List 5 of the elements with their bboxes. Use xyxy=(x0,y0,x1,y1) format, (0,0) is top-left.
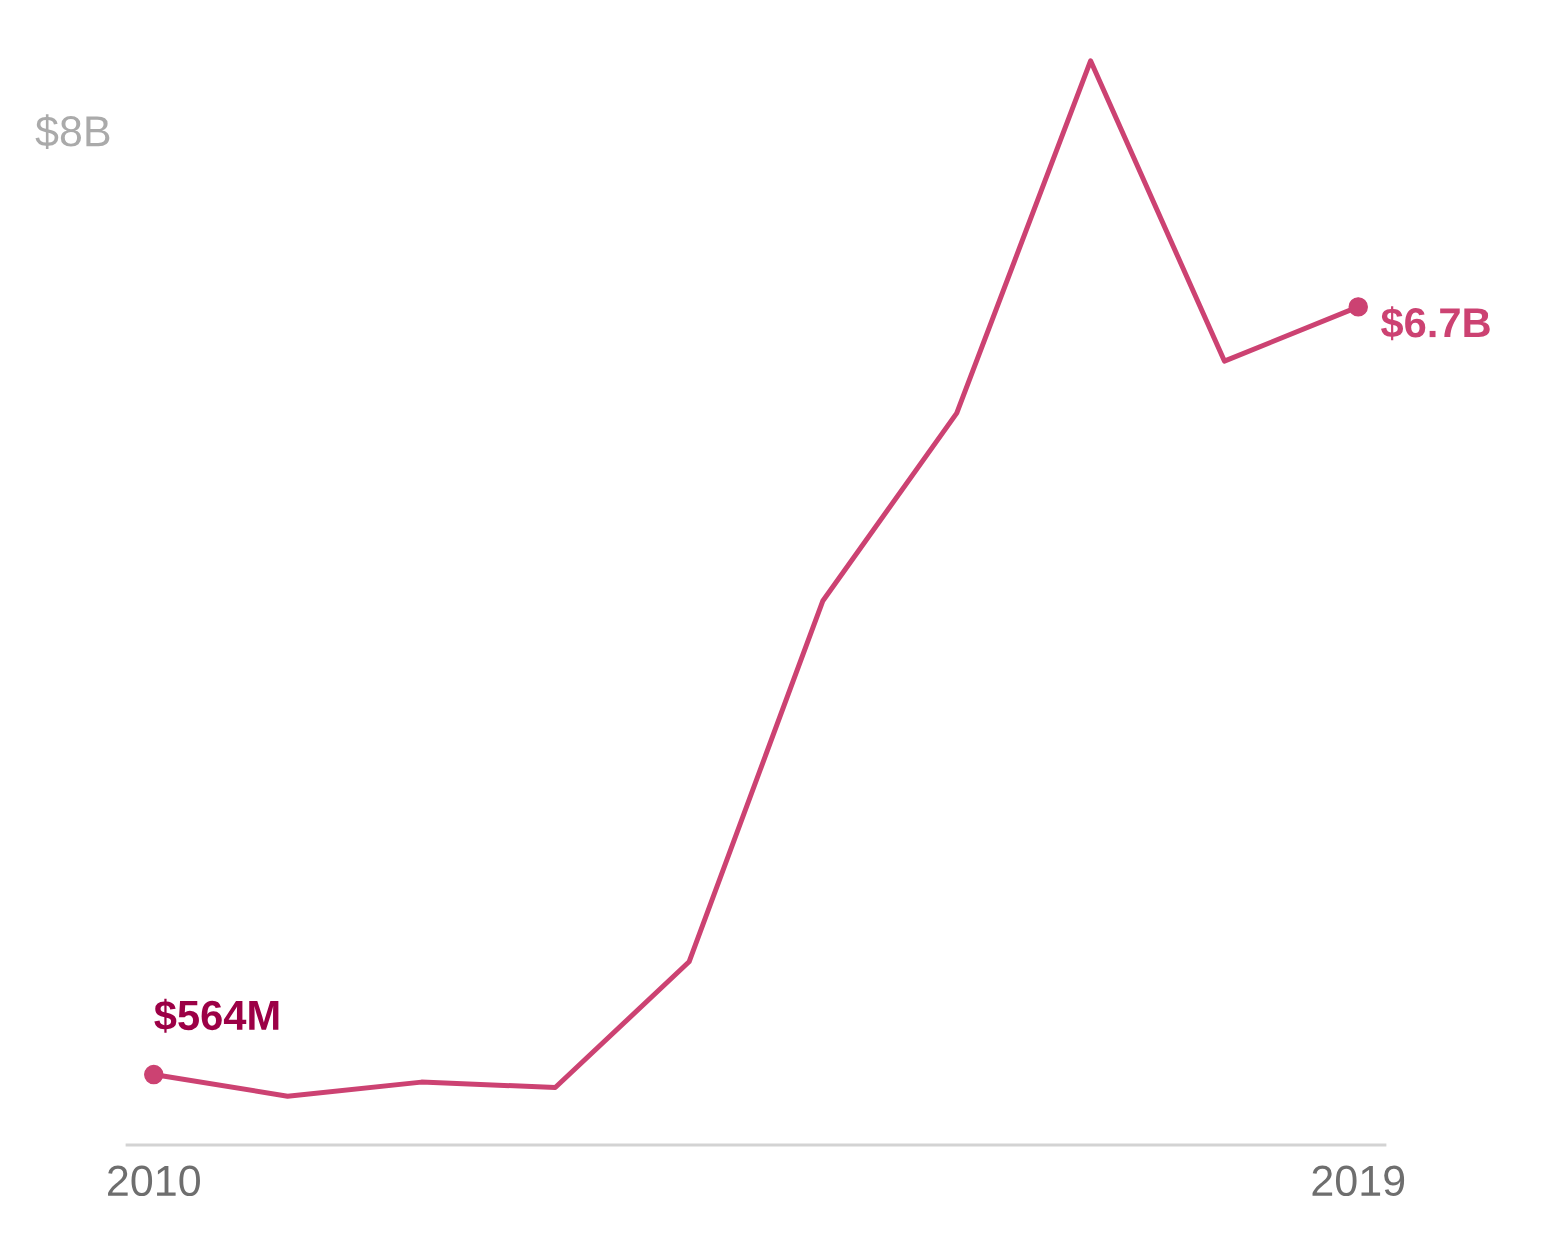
annotation: $6.7B xyxy=(1381,306,1490,341)
x-tick-label: 2019 xyxy=(1312,1165,1405,1197)
text: $8B xyxy=(35,114,110,150)
x-tick-label: 2010 xyxy=(108,1165,200,1197)
annotation: $564M xyxy=(154,998,279,1033)
